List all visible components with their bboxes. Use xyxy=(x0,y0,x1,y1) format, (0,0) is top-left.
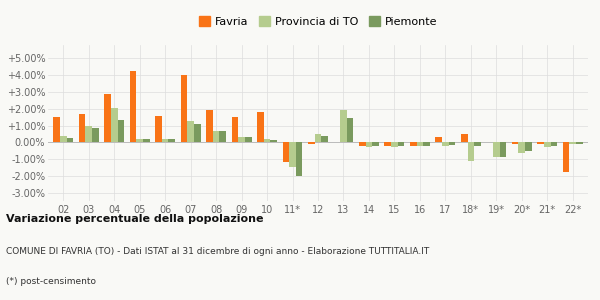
Bar xyxy=(347,118,353,142)
Bar xyxy=(410,142,416,146)
Bar xyxy=(257,112,264,142)
Legend: Favria, Provincia di TO, Piemonte: Favria, Provincia di TO, Piemonte xyxy=(199,16,437,27)
Bar xyxy=(296,142,302,176)
Bar xyxy=(130,71,136,142)
Text: Variazione percentuale della popolazione: Variazione percentuale della popolazione xyxy=(6,214,263,224)
Bar xyxy=(391,142,398,147)
Bar xyxy=(372,142,379,146)
Bar xyxy=(500,142,506,157)
Bar xyxy=(416,142,423,146)
Bar xyxy=(474,142,481,146)
Bar xyxy=(398,142,404,146)
Bar xyxy=(111,108,118,142)
Bar xyxy=(512,142,518,144)
Bar xyxy=(162,139,169,142)
Bar xyxy=(213,131,220,142)
Bar xyxy=(563,142,569,172)
Bar xyxy=(67,138,73,142)
Bar xyxy=(79,114,85,142)
Bar xyxy=(340,110,347,142)
Bar xyxy=(85,126,92,142)
Bar xyxy=(283,142,289,162)
Bar xyxy=(544,142,551,147)
Bar xyxy=(385,142,391,146)
Text: (*) post-censimento: (*) post-censimento xyxy=(6,278,96,286)
Bar xyxy=(60,136,67,142)
Bar xyxy=(271,140,277,142)
Bar xyxy=(136,139,143,142)
Bar xyxy=(467,142,474,161)
Bar xyxy=(155,116,162,142)
Bar xyxy=(518,142,525,153)
Bar xyxy=(118,120,124,142)
Bar xyxy=(245,137,251,142)
Bar xyxy=(238,137,245,142)
Bar xyxy=(538,142,544,144)
Bar xyxy=(220,130,226,142)
Bar xyxy=(308,142,314,144)
Bar xyxy=(359,142,365,146)
Bar xyxy=(194,124,200,142)
Bar xyxy=(232,117,238,142)
Bar xyxy=(53,117,60,142)
Bar xyxy=(551,142,557,146)
Bar xyxy=(181,75,187,142)
Bar xyxy=(314,134,322,142)
Bar xyxy=(322,136,328,142)
Bar xyxy=(365,142,372,147)
Bar xyxy=(187,121,194,142)
Bar xyxy=(104,94,111,142)
Bar xyxy=(206,110,213,142)
Bar xyxy=(576,142,583,144)
Bar xyxy=(442,142,449,146)
Bar xyxy=(461,134,467,142)
Bar xyxy=(289,142,296,166)
Bar xyxy=(264,139,271,142)
Bar xyxy=(423,142,430,146)
Bar xyxy=(143,139,149,142)
Bar xyxy=(569,142,576,144)
Bar xyxy=(525,142,532,151)
Bar xyxy=(493,142,500,158)
Bar xyxy=(436,137,442,142)
Bar xyxy=(92,128,98,142)
Bar xyxy=(449,142,455,145)
Bar xyxy=(169,139,175,142)
Text: COMUNE DI FAVRIA (TO) - Dati ISTAT al 31 dicembre di ogni anno - Elaborazione TU: COMUNE DI FAVRIA (TO) - Dati ISTAT al 31… xyxy=(6,248,429,256)
